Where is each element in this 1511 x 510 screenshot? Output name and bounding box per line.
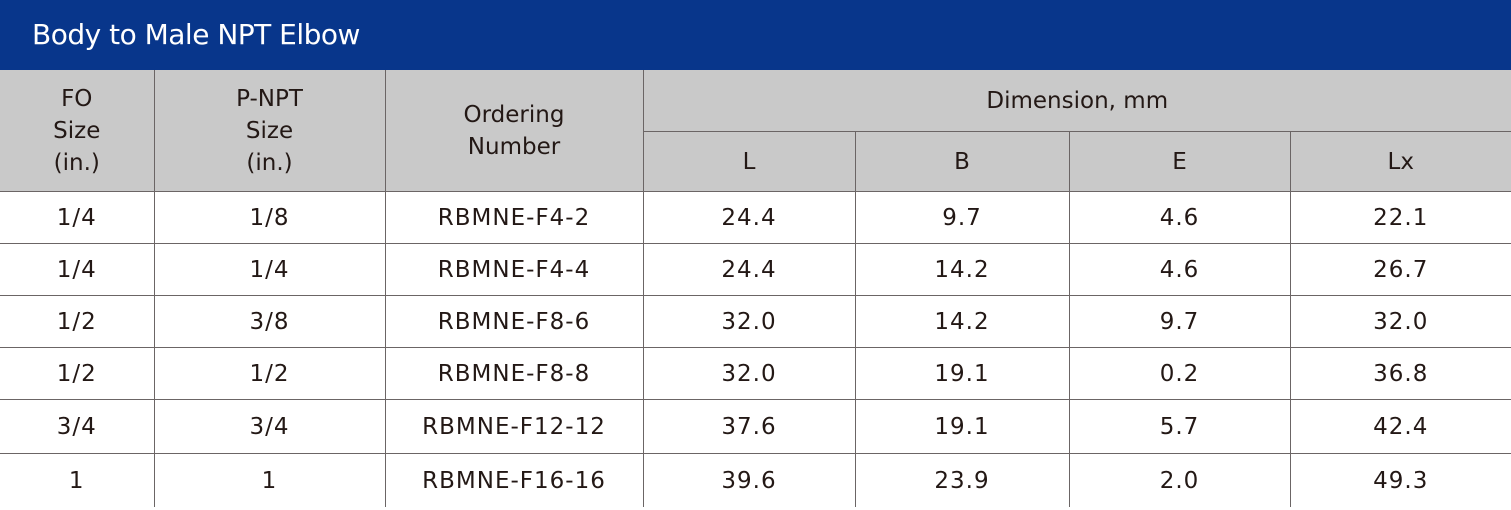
cell-b: 23.9 — [854, 453, 1070, 507]
cell-l: 39.6 — [642, 453, 856, 507]
header-l: L — [643, 131, 856, 192]
cell-ordering-number: RBMNE-F8-6 — [384, 295, 644, 348]
header-line: FO — [61, 85, 93, 112]
dimension-table: FO Size (in.) P-NPT Size (in.) Ordering … — [0, 70, 1511, 507]
cell-ordering-number: RBMNE-F4-4 — [384, 243, 644, 296]
cell-b: 14.2 — [854, 295, 1070, 348]
header-lx: Lx — [1289, 131, 1511, 192]
header-b: B — [854, 131, 1070, 192]
cell-lx: 32.0 — [1289, 295, 1511, 348]
table-row: 1 1 RBMNE-F16-16 39.6 23.9 2.0 49.3 — [0, 453, 1511, 507]
cell-fo-size: 1/4 — [0, 191, 155, 244]
cell-b: 19.1 — [854, 399, 1070, 454]
table-row: 1/4 1/4 RBMNE-F4-4 24.4 14.2 4.6 26.7 — [0, 243, 1511, 296]
cell-lx: 42.4 — [1289, 399, 1511, 454]
cell-pnpt-size: 1/2 — [153, 347, 386, 400]
header-line: Ordering — [463, 101, 565, 128]
cell-pnpt-size: 3/8 — [153, 295, 386, 348]
header-line: (in.) — [53, 149, 100, 176]
table-row: 1/2 3/8 RBMNE-F8-6 32.0 14.2 9.7 32.0 — [0, 295, 1511, 348]
cell-e: 9.7 — [1068, 295, 1291, 348]
cell-lx: 26.7 — [1289, 243, 1511, 296]
cell-l: 32.0 — [642, 295, 856, 348]
cell-fo-size: 1/4 — [0, 243, 155, 296]
table-title: Body to Male NPT Elbow — [0, 0, 1511, 70]
cell-ordering-number: RBMNE-F4-2 — [384, 191, 644, 244]
table-row: 1/2 1/2 RBMNE-F8-8 32.0 19.1 0.2 36.8 — [0, 347, 1511, 400]
cell-e: 2.0 — [1068, 453, 1291, 507]
header-e: E — [1068, 131, 1291, 192]
cell-fo-size: 3/4 — [0, 399, 155, 454]
cell-l: 24.4 — [642, 243, 856, 296]
cell-ordering-number: RBMNE-F12-12 — [384, 399, 644, 454]
cell-l: 37.6 — [642, 399, 856, 454]
cell-e: 4.6 — [1068, 191, 1291, 244]
header-ordering-number: Ordering Number — [384, 70, 644, 192]
cell-e: 5.7 — [1068, 399, 1291, 454]
cell-fo-size: 1/2 — [0, 295, 155, 348]
header-line: Size — [245, 117, 294, 144]
cell-e: 4.6 — [1068, 243, 1291, 296]
header-dimension: Dimension, mm — [642, 70, 1511, 132]
header-pnpt-size: P-NPT Size (in.) — [153, 70, 386, 192]
cell-ordering-number: RBMNE-F8-8 — [384, 347, 644, 400]
cell-fo-size: 1 — [0, 453, 155, 507]
header-line: (in.) — [246, 149, 293, 176]
header-fo-size: FO Size (in.) — [0, 70, 155, 192]
cell-lx: 36.8 — [1289, 347, 1511, 400]
header-line: Size — [53, 117, 101, 144]
cell-lx: 22.1 — [1289, 191, 1511, 244]
cell-pnpt-size: 1/4 — [153, 243, 386, 296]
cell-b: 9.7 — [854, 191, 1070, 244]
cell-fo-size: 1/2 — [0, 347, 155, 400]
table-row: 1/4 1/8 RBMNE-F4-2 24.4 9.7 4.6 22.1 — [0, 191, 1511, 244]
cell-ordering-number: RBMNE-F16-16 — [384, 453, 644, 507]
header-line: Number — [467, 133, 561, 160]
cell-b: 19.1 — [854, 347, 1070, 400]
cell-b: 14.2 — [854, 243, 1070, 296]
cell-pnpt-size: 1/8 — [153, 191, 386, 244]
cell-pnpt-size: 1 — [153, 453, 386, 507]
cell-e: 0.2 — [1068, 347, 1291, 400]
cell-lx: 49.3 — [1289, 453, 1511, 507]
cell-l: 32.0 — [642, 347, 856, 400]
table-row: 3/4 3/4 RBMNE-F12-12 37.6 19.1 5.7 42.4 — [0, 399, 1511, 454]
cell-l: 24.4 — [642, 191, 856, 244]
cell-pnpt-size: 3/4 — [153, 399, 386, 454]
header-line: P-NPT — [236, 85, 303, 112]
